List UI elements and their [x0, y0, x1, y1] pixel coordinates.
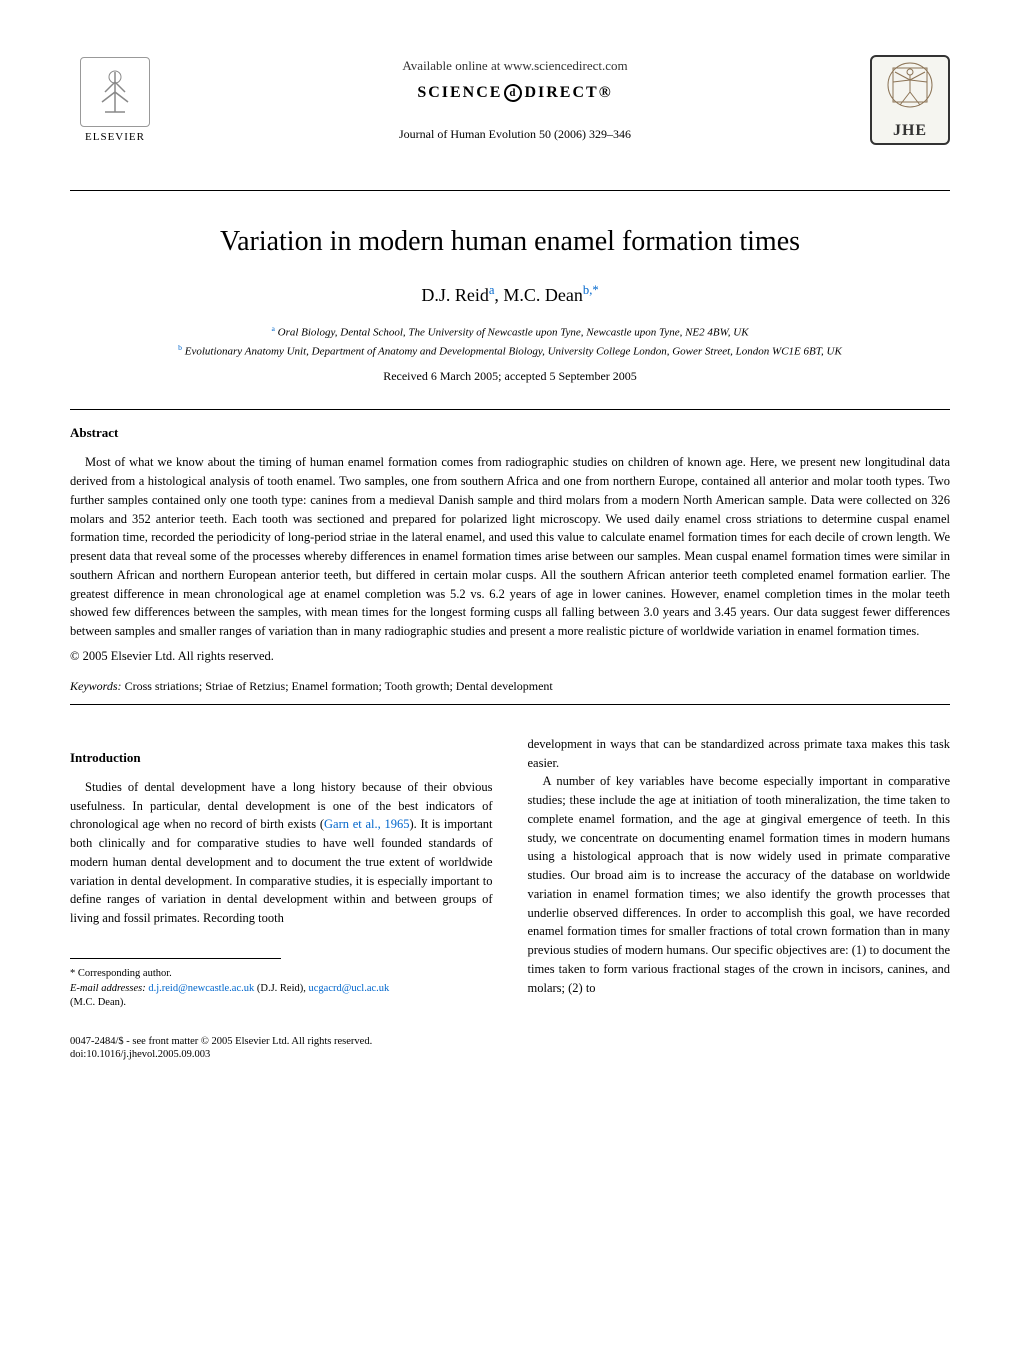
science-direct-logo: SCIENCEdDIRECT®: [160, 84, 870, 102]
author-2: M.C. Dean: [503, 285, 583, 305]
affiliation-b: b Evolutionary Anatomy Unit, Department …: [70, 343, 950, 358]
email-link-2[interactable]: ucgacrd@ucl.ac.uk: [309, 983, 390, 994]
aff-a-text: Oral Biology, Dental School, The Univers…: [275, 327, 749, 339]
footer-line-2: doi:10.1016/j.jhevol.2005.09.003: [70, 1049, 493, 1060]
sd-prefix: SCIENCE: [417, 84, 502, 101]
available-online-text: Available online at www.sciencedirect.co…: [160, 58, 870, 74]
email-name-2: (M.C. Dean).: [70, 997, 126, 1008]
email-link-1[interactable]: d.j.reid@newcastle.ac.uk: [148, 983, 254, 994]
footer-line-1: 0047-2484/$ - see front matter © 2005 El…: [70, 1036, 493, 1047]
author-1: D.J. Reid: [421, 285, 489, 305]
citation-link[interactable]: Garn et al., 1965: [324, 817, 409, 831]
abstract-bottom-divider: [70, 704, 950, 705]
vitruvian-icon: [885, 60, 935, 118]
received-date: Received 6 March 2005; accepted 5 Septem…: [70, 369, 950, 384]
introduction-heading: Introduction: [70, 750, 493, 766]
aff-b-text: Evolutionary Anatomy Unit, Department of…: [182, 345, 842, 357]
keywords: Keywords: Cross striations; Striae of Re…: [70, 679, 950, 694]
keywords-text: Cross striations; Striae of Retzius; Ena…: [122, 679, 553, 693]
header-row: ELSEVIER Available online at www.science…: [70, 50, 950, 150]
author-1-sup: a: [489, 283, 495, 297]
intro-col2-p2: A number of key variables have become es…: [528, 772, 951, 997]
elsevier-tree-icon: [80, 57, 150, 127]
elsevier-logo: ELSEVIER: [70, 50, 160, 150]
corresponding-footnote: * Corresponding author.: [70, 967, 493, 982]
article-title: Variation in modern human enamel formati…: [70, 226, 950, 258]
jhe-label: JHE: [893, 122, 927, 140]
affiliation-a: a Oral Biology, Dental School, The Unive…: [70, 324, 950, 339]
abstract-text: Most of what we know about the timing of…: [70, 453, 950, 641]
right-column: development in ways that can be standard…: [528, 735, 951, 1060]
intro-p1: Studies of dental development have a lon…: [70, 778, 493, 928]
keywords-label: Keywords:: [70, 679, 122, 693]
authors: D.J. Reida, M.C. Deanb,*: [70, 283, 950, 306]
author-2-sup: b,*: [583, 283, 599, 297]
two-column-body: Introduction Studies of dental developme…: [70, 735, 950, 1060]
copyright: © 2005 Elsevier Ltd. All rights reserved…: [70, 649, 950, 664]
sd-suffix: DIRECT®: [524, 84, 612, 101]
abstract-heading: Abstract: [70, 425, 950, 441]
left-column: Introduction Studies of dental developme…: [70, 735, 493, 1060]
abstract-top-divider: [70, 409, 950, 410]
email-label: E-mail addresses:: [70, 983, 148, 994]
email-footnote: E-mail addresses: d.j.reid@newcastle.ac.…: [70, 982, 493, 1011]
sd-globe-icon: d: [504, 84, 522, 102]
intro-p1-b: ). It is important both clinically and f…: [70, 817, 493, 925]
center-header: Available online at www.sciencedirect.co…: [160, 58, 870, 142]
footnote-separator: [70, 958, 281, 959]
intro-col2-p1: development in ways that can be standard…: [528, 735, 951, 773]
header-divider: [70, 190, 950, 191]
journal-citation: Journal of Human Evolution 50 (2006) 329…: [160, 127, 870, 142]
jhe-logo: JHE: [870, 55, 950, 145]
email-name-1: (D.J. Reid),: [254, 983, 308, 994]
elsevier-label: ELSEVIER: [85, 131, 145, 143]
